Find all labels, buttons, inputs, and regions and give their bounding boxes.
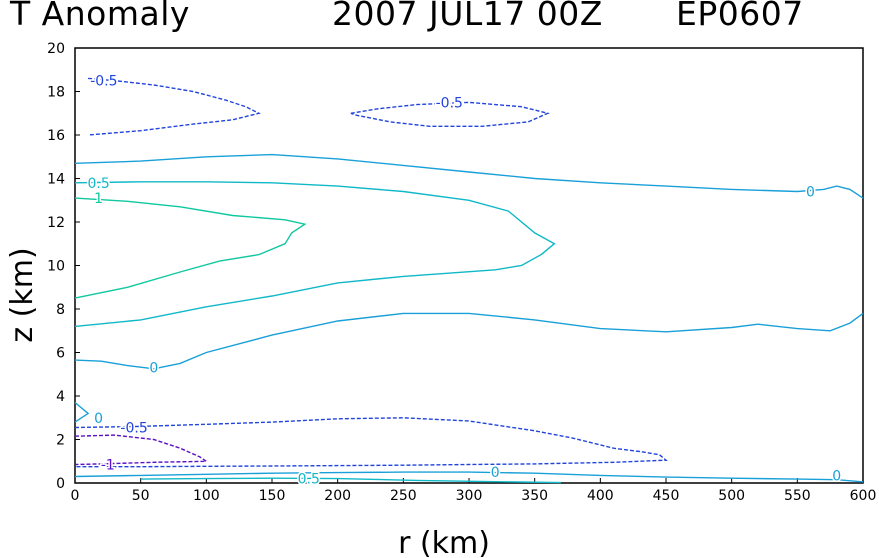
contour-label-5: 0: [149, 361, 158, 377]
y-tick-label: 12: [47, 215, 65, 231]
x-axis-label: r (km): [398, 526, 490, 558]
header-field: T Anomaly: [10, 0, 190, 33]
contour-line-6: [74, 401, 90, 423]
contour-label-6: 0: [94, 411, 103, 427]
y-tick-label: 20: [47, 41, 65, 57]
y-tick-label: 2: [56, 433, 65, 449]
axis-ticks: 0 50 100 150 200 250 300 350 400 450 500 550 6000246…: [47, 41, 876, 504]
contour-line-11: [140, 477, 561, 484]
y-tick-label: 14: [47, 172, 65, 188]
contour-label-2: 0: [806, 185, 815, 201]
contour-label-11: 0.5: [298, 472, 320, 488]
y-tick-label: 18: [47, 85, 65, 101]
x-tick-label: 200: [324, 488, 351, 504]
contour-label-0: -0.5: [90, 74, 117, 90]
y-tick-label: 0: [56, 476, 65, 492]
contour-label-3: 0.5: [88, 176, 110, 192]
header-datetime: 2007 JUL17 00Z: [332, 0, 603, 33]
y-tick-label: 16: [47, 128, 65, 144]
y-axis-label: z (km): [5, 247, 40, 342]
x-tick-label: 550: [784, 488, 811, 504]
x-tick-label: 350: [521, 488, 548, 504]
contour-label-10: 0: [832, 468, 841, 484]
contour-line-9: [74, 471, 864, 483]
y-tick-label: 6: [56, 346, 65, 362]
x-tick-label: 100: [193, 488, 220, 504]
x-tick-label: 450: [653, 488, 680, 504]
contour-line-4: [74, 197, 307, 299]
x-tick-label: 0: [71, 488, 80, 504]
x-tick-label: 250: [390, 488, 417, 504]
x-tick-label: 300: [456, 488, 483, 504]
x-tick-label: 400: [587, 488, 614, 504]
contour-label-9: 0: [491, 465, 500, 481]
x-tick-label: 150: [259, 488, 286, 504]
contour-line-8: [74, 434, 209, 466]
contour-line-0: [88, 77, 261, 136]
x-tick-label: 50: [132, 488, 150, 504]
y-tick-label: 10: [47, 259, 65, 275]
contour-line-7: [74, 417, 668, 468]
contour-label-8: -1: [101, 458, 115, 474]
plot-frame: [74, 47, 864, 484]
contour-label-1: -0.5: [436, 95, 463, 111]
header-storm-id: EP0607: [676, 0, 804, 33]
contour-line-5: [74, 312, 864, 370]
contour-label-4: 1: [94, 191, 103, 207]
y-tick-label: 8: [56, 302, 65, 318]
contour-line-3: [74, 181, 556, 328]
x-tick-label: 500: [718, 488, 745, 504]
contour-line-2: [74, 153, 864, 199]
y-tick-label: 4: [56, 389, 65, 405]
contour-label-7: -0.5: [120, 421, 147, 437]
x-tick-label: 600: [850, 488, 877, 504]
